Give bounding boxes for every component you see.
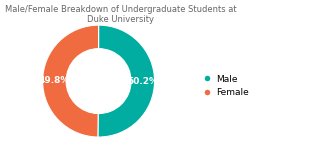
Text: 50.2%: 50.2% xyxy=(127,77,158,86)
Text: 49.8%: 49.8% xyxy=(39,76,70,85)
Wedge shape xyxy=(98,25,155,137)
Legend: Male, Female: Male, Female xyxy=(205,75,249,97)
Wedge shape xyxy=(43,25,99,137)
Text: Male/Female Breakdown of Undergraduate Students at
Duke University: Male/Female Breakdown of Undergraduate S… xyxy=(5,5,237,24)
